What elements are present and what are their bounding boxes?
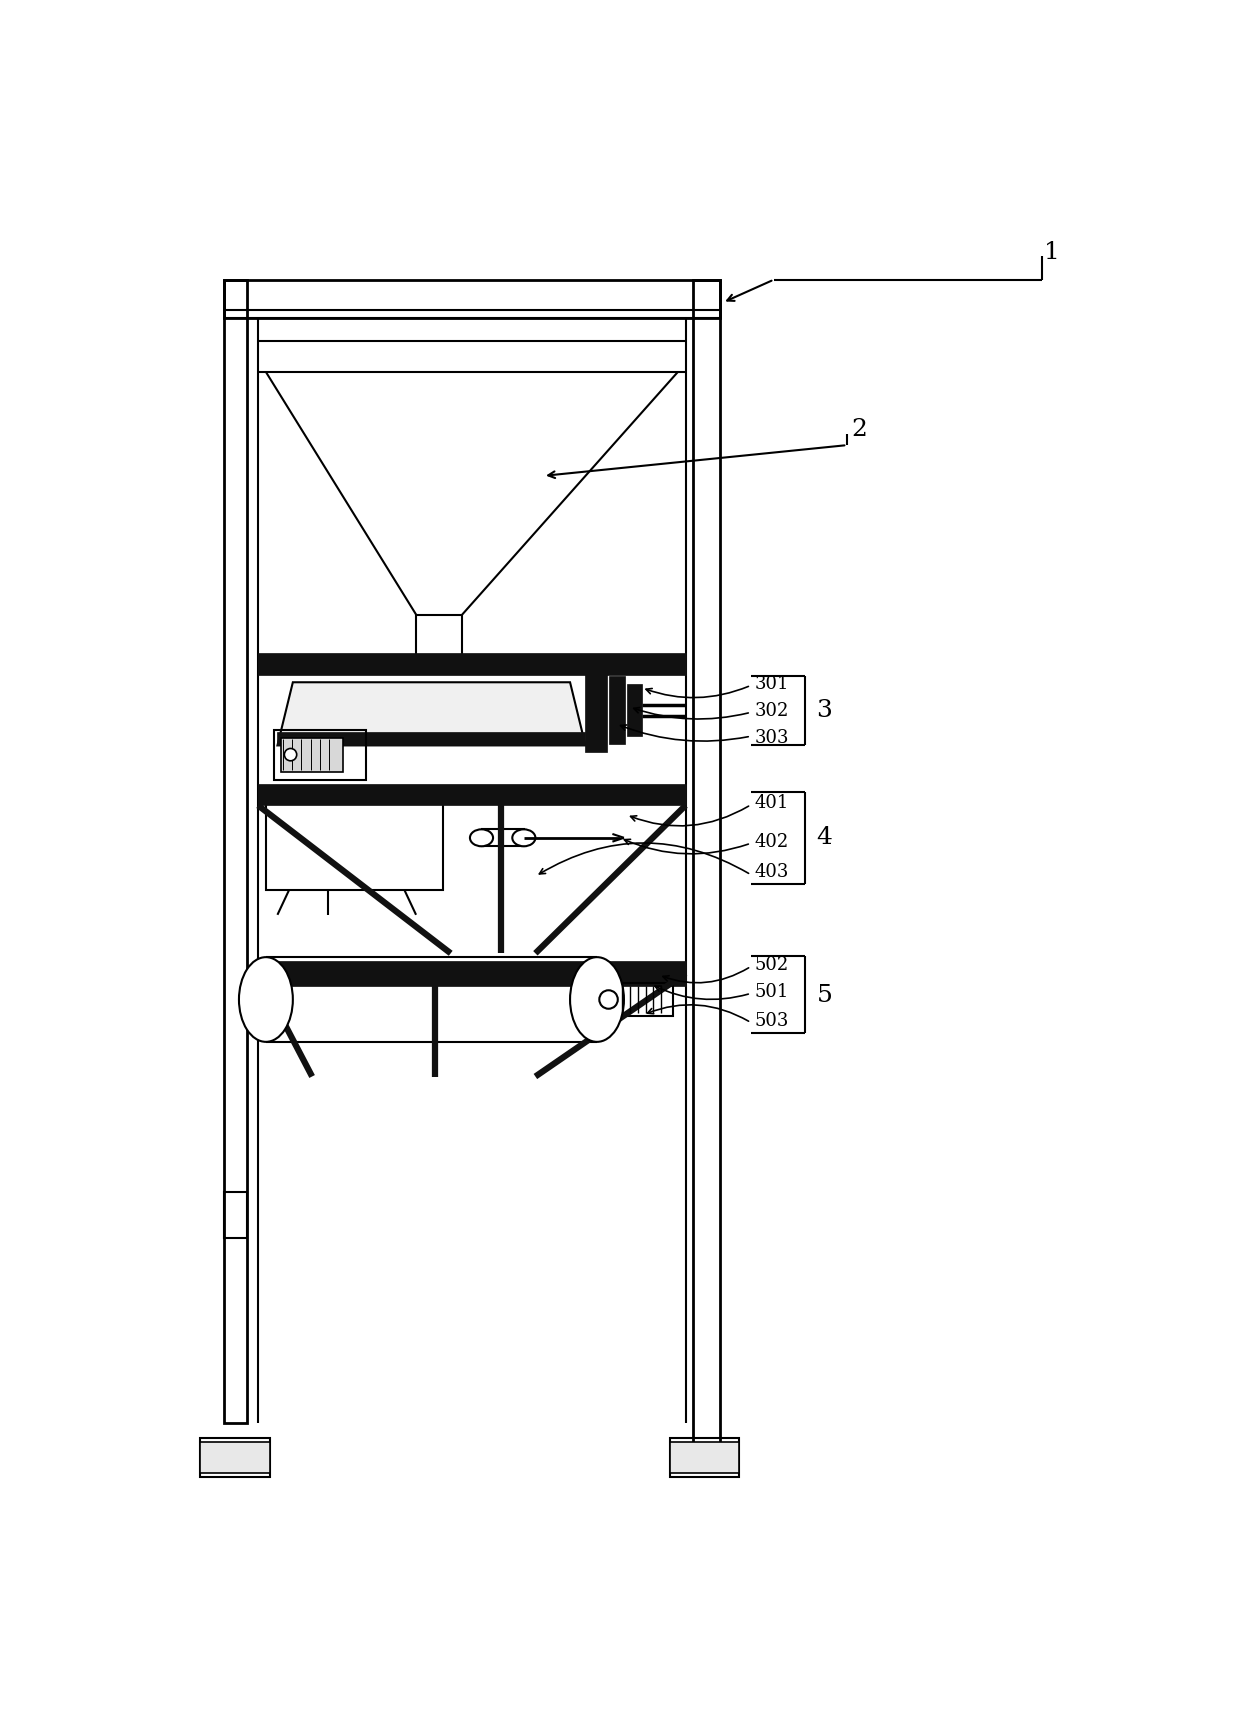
Bar bbox=[258, 784, 686, 805]
Ellipse shape bbox=[470, 829, 494, 846]
Text: 5: 5 bbox=[816, 984, 832, 1008]
Text: 302: 302 bbox=[755, 702, 789, 719]
Bar bbox=[258, 961, 686, 986]
Bar bbox=[693, 280, 720, 1469]
Bar bbox=[417, 614, 463, 657]
Text: 501: 501 bbox=[755, 982, 789, 1001]
Bar bbox=[201, 1438, 270, 1477]
Ellipse shape bbox=[570, 956, 624, 1042]
Text: 403: 403 bbox=[755, 863, 789, 881]
Bar bbox=[201, 1443, 270, 1472]
Text: 2: 2 bbox=[851, 418, 867, 442]
Bar bbox=[265, 798, 443, 891]
Ellipse shape bbox=[512, 829, 536, 846]
Text: 503: 503 bbox=[755, 1011, 789, 1030]
Bar bbox=[609, 676, 625, 743]
Ellipse shape bbox=[599, 991, 618, 1008]
Bar bbox=[670, 1438, 739, 1477]
Bar bbox=[274, 729, 366, 781]
Text: 402: 402 bbox=[755, 832, 789, 851]
Ellipse shape bbox=[284, 748, 296, 760]
Bar bbox=[258, 654, 686, 674]
Polygon shape bbox=[278, 683, 585, 745]
Bar bbox=[278, 731, 585, 745]
Text: 3: 3 bbox=[816, 700, 832, 722]
Bar bbox=[585, 669, 608, 752]
Bar bbox=[627, 685, 642, 736]
Bar bbox=[670, 1443, 739, 1472]
Text: 301: 301 bbox=[755, 674, 790, 693]
Bar bbox=[481, 829, 523, 846]
Bar bbox=[281, 738, 343, 772]
Text: 303: 303 bbox=[755, 729, 790, 746]
Bar bbox=[619, 982, 673, 1017]
Ellipse shape bbox=[239, 956, 293, 1042]
Bar bbox=[223, 280, 247, 1422]
Bar bbox=[223, 280, 720, 318]
Text: 401: 401 bbox=[755, 795, 789, 812]
Text: 1: 1 bbox=[1044, 241, 1059, 265]
Bar bbox=[223, 1192, 247, 1238]
Text: 502: 502 bbox=[755, 956, 789, 974]
Text: 4: 4 bbox=[816, 826, 832, 850]
